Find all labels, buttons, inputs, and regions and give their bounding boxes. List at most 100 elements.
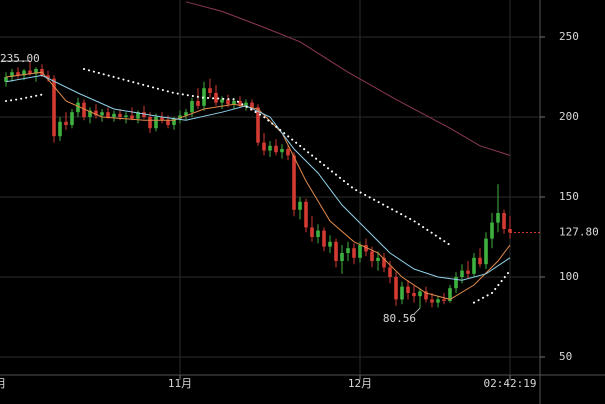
candle-body <box>70 112 74 125</box>
low-marker <box>413 307 421 315</box>
candle-body <box>418 291 422 297</box>
candle-body <box>502 213 506 229</box>
candle-body <box>52 78 56 137</box>
candle-body <box>358 245 362 258</box>
plot-area <box>2 1 540 315</box>
candle-body <box>196 101 200 106</box>
candle-body <box>112 113 116 117</box>
candle-body <box>28 70 32 74</box>
candle-body <box>4 77 8 82</box>
candle-body <box>304 201 308 228</box>
candle-body <box>208 88 212 93</box>
candle-body <box>364 245 368 252</box>
candle-body <box>382 257 386 268</box>
candle-body <box>16 72 20 76</box>
candle-body <box>310 227 314 237</box>
candle-body <box>496 213 500 223</box>
y-tick-label: 150 <box>559 190 579 203</box>
candle-body <box>244 102 248 106</box>
low-label: 80.56 <box>383 312 416 325</box>
y-tick-label: 50 <box>559 350 572 363</box>
candle-body <box>406 286 410 293</box>
candle-body <box>286 149 290 156</box>
candle-body <box>34 69 38 74</box>
y-tick-label: 100 <box>559 270 579 283</box>
candle-body <box>448 288 452 301</box>
indicator-line <box>5 71 511 300</box>
candle-body <box>298 201 302 210</box>
indicator-line <box>5 74 511 281</box>
candle-body <box>460 270 464 277</box>
x-tick-label: 02:42:19 <box>484 377 537 390</box>
candle-body <box>322 230 326 247</box>
y-tick-label: 250 <box>559 30 579 43</box>
candle-body <box>484 238 488 265</box>
candle-body <box>184 112 188 116</box>
candle-body <box>352 248 356 258</box>
candle-body <box>190 101 194 113</box>
candle-body <box>202 88 206 106</box>
candle-body <box>166 120 170 125</box>
candle-body <box>22 70 26 76</box>
candle-body <box>172 118 176 125</box>
candle-body <box>400 286 404 300</box>
candle-body <box>100 112 104 116</box>
candle-body <box>490 222 494 239</box>
candle-body <box>64 121 68 125</box>
candle-body <box>76 102 80 113</box>
candle-body <box>88 110 92 117</box>
candle-body <box>346 248 350 253</box>
candle-body <box>376 257 380 261</box>
candle-body <box>394 277 398 300</box>
candle-body <box>124 115 128 117</box>
x-tick-label: 10月 <box>0 377 6 390</box>
candle-body <box>220 99 224 103</box>
candle-body <box>232 101 236 105</box>
high-label: 235.00 <box>0 52 40 65</box>
candle-body <box>154 117 158 129</box>
indicator-line <box>5 93 43 102</box>
labels: 50 100 150 200 250 10月 11月 12月 02:42:19 127.80 235… <box>0 30 599 390</box>
candle-body <box>292 155 296 210</box>
candle-body <box>250 102 254 108</box>
candle-body <box>10 72 14 77</box>
candle-body <box>388 267 392 277</box>
indicator-line <box>473 269 511 304</box>
candle-body <box>370 251 374 261</box>
candle-body <box>280 149 284 153</box>
candle-body <box>508 229 512 233</box>
grid <box>0 0 545 380</box>
candle-body <box>238 101 242 106</box>
last-price-label: 127.80 <box>559 226 599 239</box>
candle-body <box>58 121 62 137</box>
candle-body <box>142 112 146 117</box>
y-tick-label: 200 <box>559 110 579 123</box>
indicator-line <box>185 1 511 156</box>
candle-body <box>148 117 152 129</box>
candle-body <box>466 270 470 274</box>
indicator-line <box>83 68 451 246</box>
candle-body <box>412 293 416 297</box>
candle-body <box>118 113 122 117</box>
candle-body <box>316 230 320 237</box>
candle-body <box>334 241 338 261</box>
candle-body <box>214 93 218 103</box>
candle-body <box>82 102 86 117</box>
candle-body <box>160 117 164 121</box>
candle-body <box>136 112 140 119</box>
candle-body <box>328 241 332 247</box>
candle-body <box>268 145 272 151</box>
candle-body <box>262 142 266 151</box>
candle-body <box>256 107 260 143</box>
candle-body <box>478 257 482 265</box>
candle-body <box>178 115 182 119</box>
candle-body <box>274 145 278 153</box>
x-tick-label: 11月 <box>168 377 192 390</box>
candle-body <box>226 99 230 105</box>
candle-body <box>424 291 428 300</box>
candle-body <box>454 277 458 289</box>
candle-body <box>46 75 50 79</box>
candle-body <box>436 299 440 303</box>
candle-body <box>472 257 476 274</box>
